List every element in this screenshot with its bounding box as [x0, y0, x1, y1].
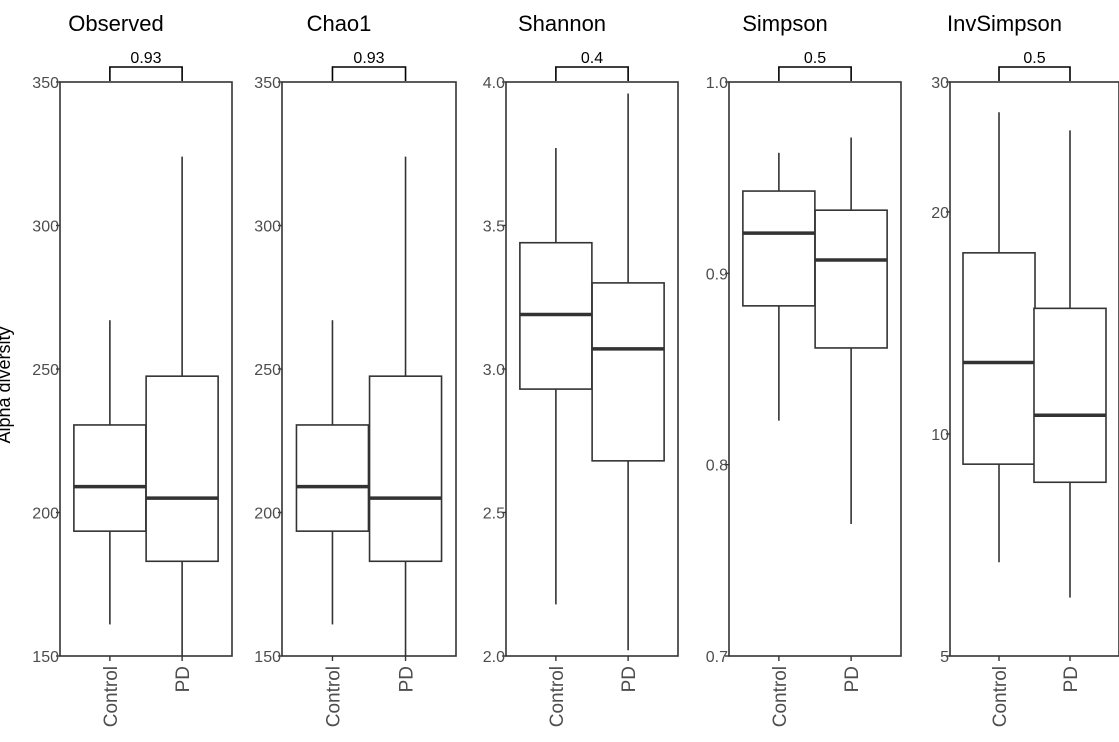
y-tick-label: 2.5	[483, 506, 505, 523]
y-tick-label: 350	[32, 75, 59, 92]
y-tick-label: 200	[32, 506, 59, 523]
y-tick-label: 150	[32, 649, 59, 666]
box-control	[73, 320, 147, 625]
x-category-label: PD	[1061, 666, 1082, 692]
p-value-label: 0.93	[353, 50, 384, 67]
y-tick-label: 200	[254, 506, 281, 523]
panel-chao1: Chao1 150 200 250 300 350 Control PD 0.93	[254, 11, 457, 727]
y-tick-label: 250	[254, 362, 281, 379]
box-iqr	[742, 190, 816, 307]
panel-border	[949, 81, 1119, 657]
box-iqr	[368, 375, 443, 563]
box-iqr	[73, 424, 147, 532]
y-tick-label: 150	[254, 649, 281, 666]
y-tick-label: 2.0	[483, 649, 505, 666]
box-pd	[1033, 130, 1107, 598]
box-control	[962, 112, 1036, 563]
x-category-label: Control	[770, 666, 791, 727]
y-tick-label: 20	[931, 205, 949, 222]
box-control	[519, 148, 593, 605]
comparison-bracket	[331, 66, 407, 81]
y-tick-label: 30	[931, 75, 949, 92]
y-tick-label: 300	[254, 219, 281, 236]
panel-border	[281, 81, 457, 657]
y-tick-label: 350	[254, 75, 281, 92]
x-category-label: Control	[547, 666, 568, 727]
x-category-label: PD	[619, 666, 640, 692]
x-category-label: Control	[990, 666, 1011, 727]
panel-invsimpson: InvSimpson 5 10 20 30 Control PD 0.5	[931, 11, 1119, 727]
panel-simpson: Simpson 0.7 0.8 0.9 1.0 Control PD 0.5	[706, 11, 902, 727]
x-category-label: PD	[397, 666, 418, 692]
x-category-label: PD	[842, 666, 863, 692]
x-category-label: Control	[323, 666, 344, 727]
comparison-bracket	[778, 66, 852, 81]
y-tick-label: 300	[32, 219, 59, 236]
y-axis-title: Alpha diversity	[0, 326, 14, 443]
panel-border	[728, 81, 902, 657]
panel-border	[59, 81, 233, 657]
panel-title: Simpson	[742, 11, 828, 36]
y-tick-label: 4.0	[483, 75, 505, 92]
box-iqr	[295, 424, 370, 532]
y-tick-label: 0.9	[706, 266, 728, 283]
y-tick-label: 10	[931, 427, 949, 444]
box-pd	[368, 156, 443, 656]
box-iqr	[814, 209, 888, 349]
y-tick-label: 1.0	[706, 75, 728, 92]
box-iqr	[962, 252, 1036, 465]
box-pd	[591, 93, 665, 651]
box-iqr	[1033, 307, 1107, 484]
panel-title: Chao1	[307, 11, 372, 36]
comparison-bracket	[109, 66, 183, 81]
box-pd	[814, 137, 888, 524]
y-tick-label: 3.5	[483, 219, 505, 236]
p-value-label: 0.5	[1023, 50, 1045, 67]
panel-observed: Observed 150 200 250 300 350 Control PD 0.93	[32, 11, 233, 727]
x-category-label: Control	[101, 666, 122, 727]
p-value-label: 0.4	[581, 50, 603, 67]
panel-title: Shannon	[518, 11, 606, 36]
box-iqr	[591, 282, 665, 462]
box-control	[295, 320, 370, 625]
comparison-bracket	[555, 66, 629, 81]
panel-shannon: Shannon 2.0 2.5 3.0 3.5 4.0 Control PD 0.4	[483, 11, 679, 727]
box-pd	[145, 156, 219, 656]
y-tick-label: 0.7	[706, 649, 728, 666]
p-value-label: 0.93	[130, 50, 161, 67]
panel-title: Observed	[68, 11, 163, 36]
y-tick-label: 0.8	[706, 458, 728, 475]
box-iqr	[145, 375, 219, 563]
p-value-label: 0.5	[804, 50, 826, 67]
comparison-bracket	[998, 66, 1071, 81]
y-tick-label: 5	[940, 649, 949, 666]
x-category-label: PD	[173, 666, 194, 692]
box-control	[742, 152, 816, 421]
y-tick-label: 3.0	[483, 362, 505, 379]
y-tick-label: 250	[32, 362, 59, 379]
panel-title: InvSimpson	[947, 11, 1062, 36]
